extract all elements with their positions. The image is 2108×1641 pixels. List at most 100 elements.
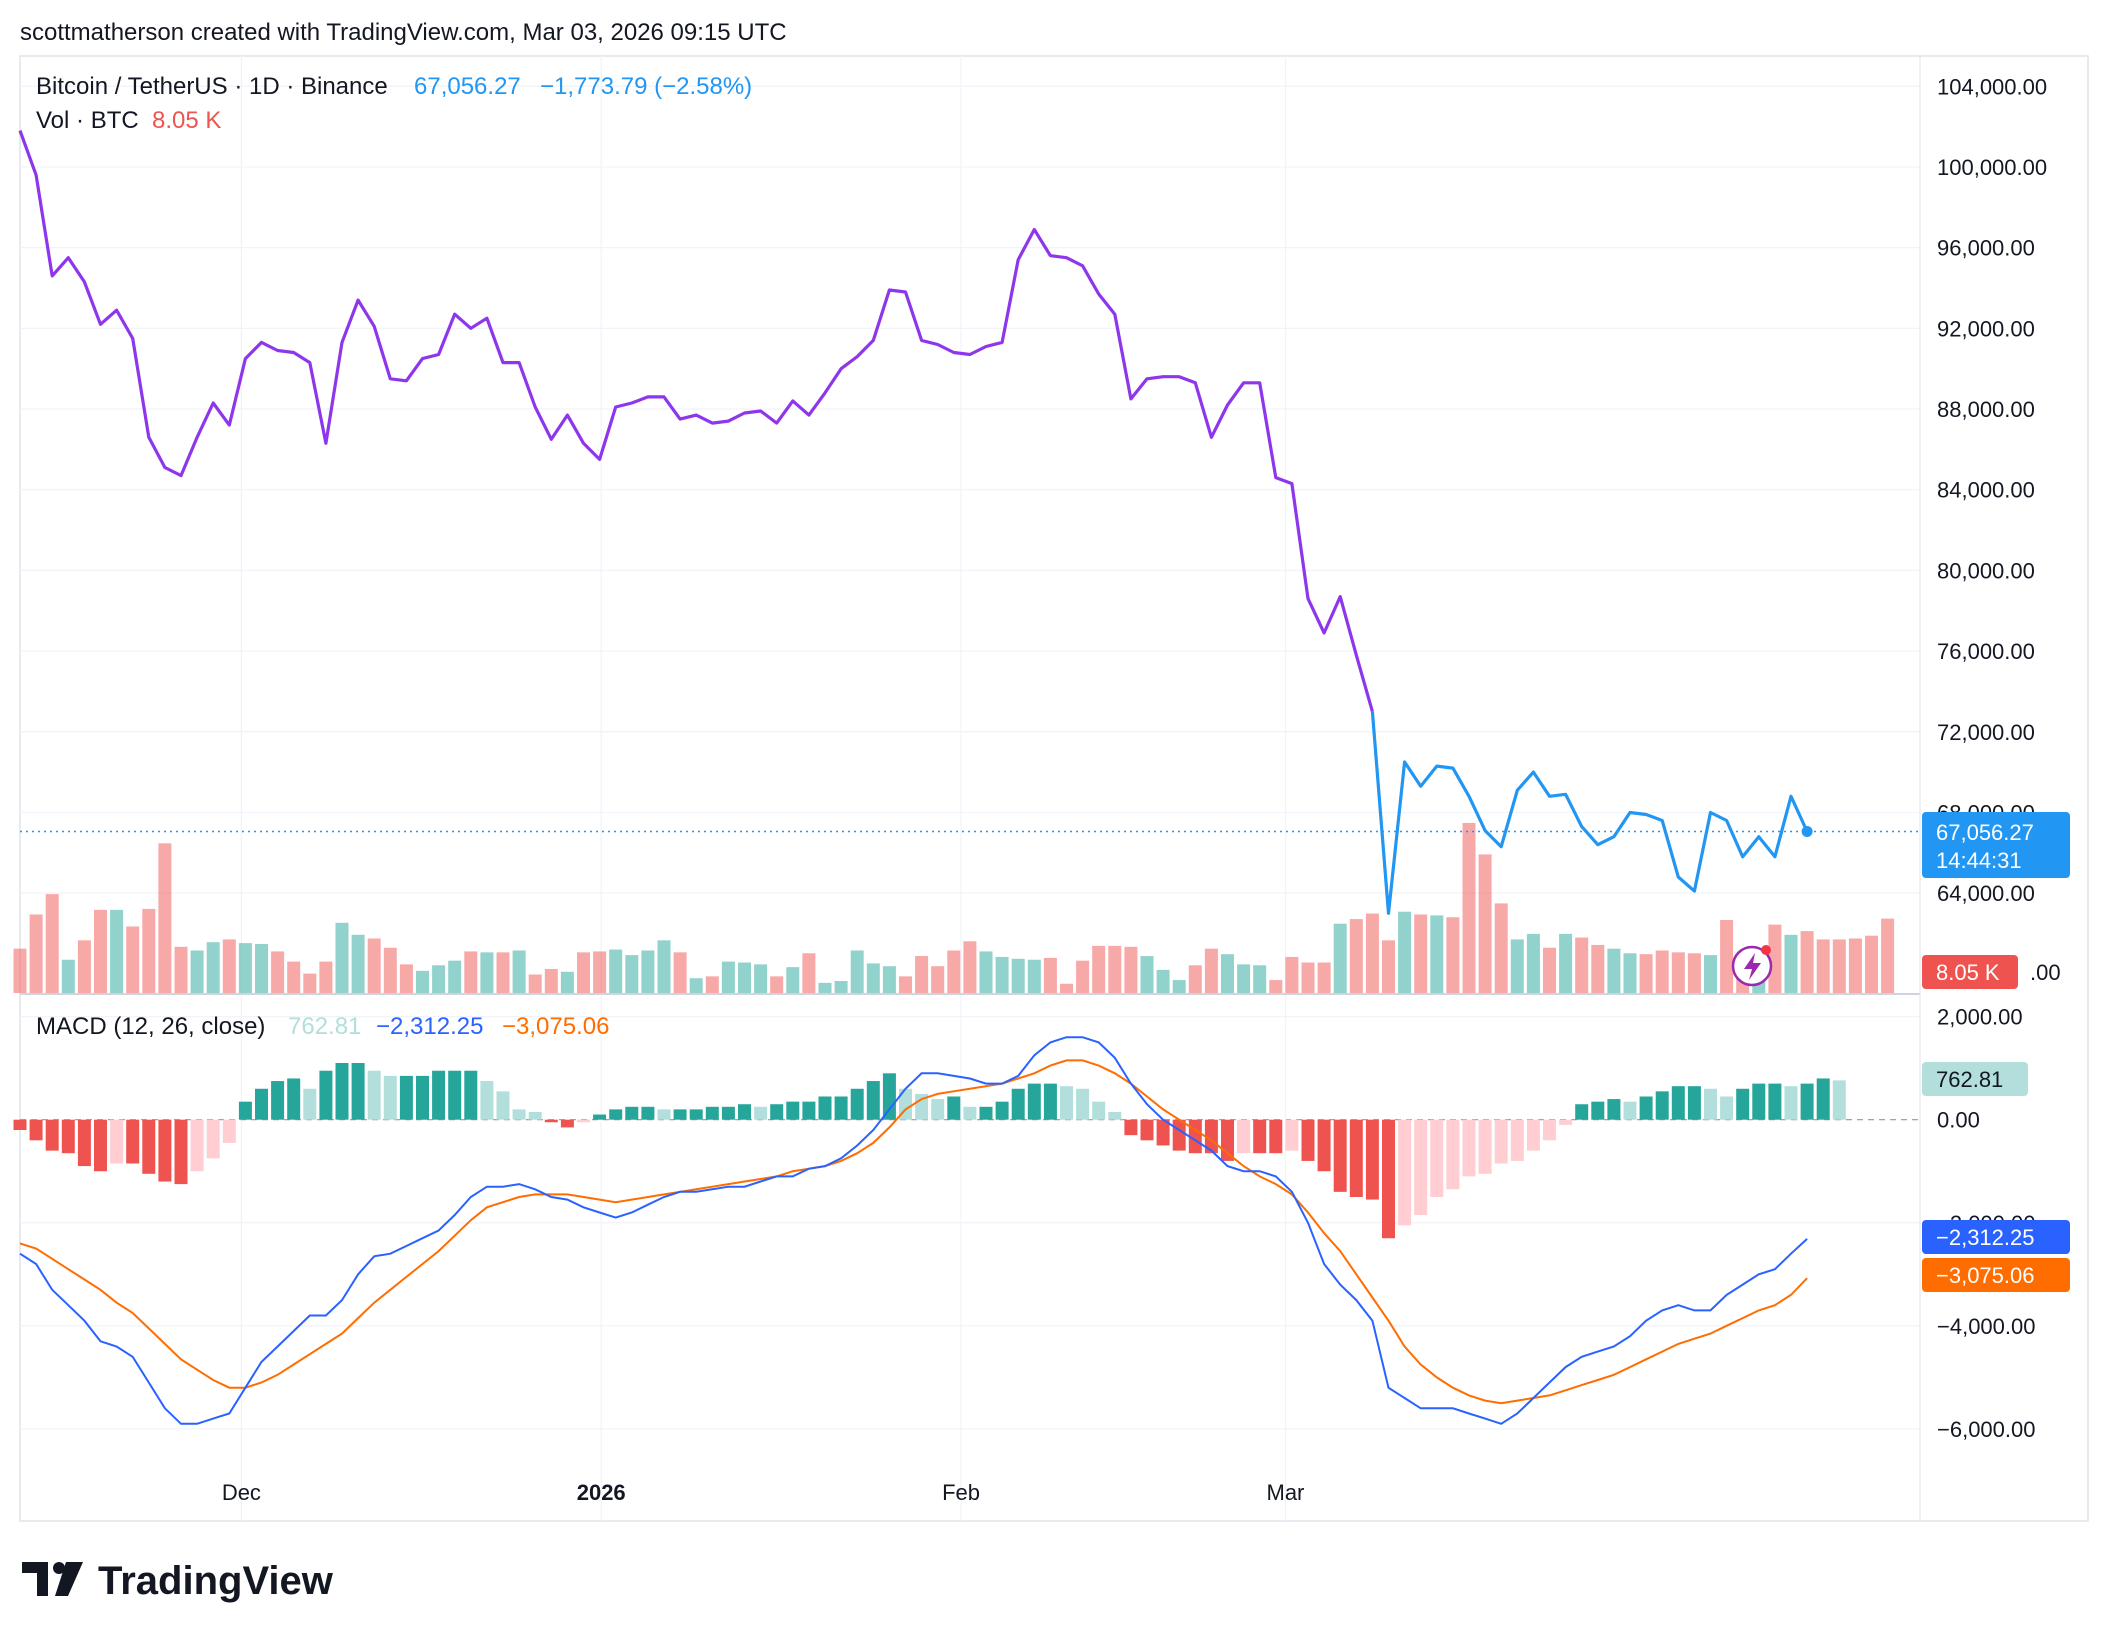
- legend-symbol[interactable]: Bitcoin / TetherUS · 1D · Binance 67,056…: [36, 73, 752, 100]
- last-price-dot: [1801, 825, 1813, 837]
- macd-hist-bar: [383, 1075, 397, 1120]
- volume-bar: [61, 959, 75, 993]
- volume-bar: [528, 974, 542, 993]
- volume-bar: [1639, 954, 1653, 993]
- legend-vol-label[interactable]: Vol · BTC: [36, 107, 139, 134]
- volume-bar: [915, 956, 929, 993]
- tradingview-logo[interactable]: TradingView: [22, 1559, 334, 1603]
- macd-hist-bar: [1559, 1119, 1573, 1125]
- volume-bar: [754, 964, 768, 993]
- tradingview-logo-icon: [22, 1562, 83, 1596]
- signal-line: [19, 1059, 1808, 1405]
- macd-hist-bar: [1349, 1119, 1363, 1197]
- volume-bar: [206, 942, 220, 993]
- macd-hist-bar: [416, 1075, 429, 1120]
- lightning-icon[interactable]: [1731, 945, 1773, 987]
- volume-bar: [190, 950, 204, 993]
- volume-bar: [963, 941, 977, 993]
- legend-volume[interactable]: Vol · BTC 8.05 K: [36, 107, 221, 134]
- volume-bar: [271, 951, 285, 993]
- macd-hist-bar: [754, 1106, 768, 1120]
- legend-macd-label[interactable]: MACD (12, 26, close): [36, 1013, 265, 1040]
- volume-bar: [238, 943, 252, 993]
- volume-bar: [1607, 948, 1621, 993]
- macd-hist-bar: [1591, 1101, 1605, 1120]
- volume-bar: [448, 960, 462, 993]
- macd-hist-bar: [1237, 1119, 1251, 1154]
- volume-bar: [1414, 914, 1428, 993]
- volume-bar: [1526, 933, 1540, 993]
- macd-hist-bar: [158, 1119, 172, 1182]
- macd-axis-tick: 2,000.00: [1937, 1005, 2023, 1030]
- macd-hist-bar: [271, 1081, 285, 1120]
- volume-bar: [947, 950, 961, 993]
- header-caption: scottmatherson created with TradingView.…: [20, 19, 787, 46]
- volume-bar: [303, 973, 317, 993]
- volume-bar: [1108, 945, 1122, 993]
- macd-hist-bar: [1623, 1101, 1637, 1120]
- legend-change: −1,773.79 (−2.58%): [540, 73, 752, 100]
- macd-hist-bar: [738, 1104, 751, 1120]
- volume-bar: [1510, 939, 1524, 993]
- volume-bar: [1559, 933, 1573, 993]
- volume-bar: [1398, 911, 1412, 993]
- macd-hist-bar: [94, 1119, 107, 1172]
- macd-axis-tick: 0.00: [1937, 1108, 1980, 1133]
- macd-hist-bar: [174, 1119, 188, 1185]
- macd-hist-bar: [1414, 1119, 1428, 1216]
- volume-bar: [13, 948, 27, 993]
- macd-hist-bar: [560, 1119, 574, 1128]
- chart-frame: [19, 55, 2089, 1522]
- volume-bar: [1446, 917, 1460, 993]
- price-line-recent: [1370, 711, 1809, 915]
- time-axis-label: Mar: [1267, 1480, 1305, 1505]
- volume-bar: [1365, 913, 1379, 993]
- volume-bar: [480, 952, 494, 993]
- volume-bar: [1221, 954, 1234, 993]
- volume-bar: [593, 951, 607, 993]
- volume-bar: [1269, 980, 1283, 993]
- volume-bar: [1784, 934, 1798, 993]
- macd-hist-bar: [786, 1101, 800, 1120]
- volume-bar: [802, 953, 816, 993]
- macd-hist-bar: [657, 1109, 671, 1120]
- macd-hist-bar: [866, 1081, 880, 1120]
- macd-hist-bar: [126, 1119, 140, 1164]
- macd-hist-bar: [1720, 1096, 1734, 1120]
- macd-hist-bar: [641, 1106, 655, 1120]
- macd-hist-bar: [1832, 1080, 1846, 1120]
- macd-hist-bar: [1607, 1099, 1621, 1120]
- macd-hist-bar: [1156, 1119, 1170, 1146]
- signal-line-badge-value: −3,075.06: [1936, 1263, 2034, 1288]
- volume-bar: [1124, 946, 1138, 993]
- macd-hist-bar: [222, 1119, 236, 1143]
- volume-bar: [931, 966, 945, 993]
- volume-bar: [416, 970, 429, 993]
- macd-hist-bar: [963, 1106, 977, 1120]
- legend-macd[interactable]: MACD (12, 26, close) 762.81 −2,312.25 −3…: [36, 1013, 609, 1040]
- macd-hist-bar: [351, 1063, 365, 1120]
- volume-bar: [1333, 923, 1347, 993]
- volume-bar: [158, 843, 172, 993]
- volume-bar: [705, 976, 719, 993]
- macd-hist-bar: [1816, 1078, 1830, 1120]
- price-axis-tick: 76,000.00: [1937, 639, 2035, 664]
- macd-hist-bar: [1462, 1119, 1476, 1177]
- macd-hist-bar: [1398, 1119, 1412, 1226]
- macd-hist-bar: [255, 1088, 268, 1120]
- volume-bar: [255, 944, 268, 993]
- volume-bar: [142, 908, 156, 993]
- macd-hist-bar: [1365, 1119, 1379, 1200]
- macd-hist-bar: [432, 1070, 446, 1120]
- volume-bar: [1543, 947, 1556, 993]
- volume-bar: [1800, 931, 1814, 993]
- volume-bar: [1848, 938, 1862, 993]
- volume-bar: [29, 914, 43, 993]
- macd-hist-bar: [142, 1119, 156, 1174]
- volume-bar: [1237, 964, 1251, 993]
- legend-vol-value: 8.05 K: [152, 107, 221, 134]
- volume-bar: [1478, 854, 1492, 993]
- macd-hist-bar: [190, 1119, 204, 1172]
- legend-symbol-name[interactable]: Bitcoin / TetherUS · 1D · Binance: [36, 73, 388, 100]
